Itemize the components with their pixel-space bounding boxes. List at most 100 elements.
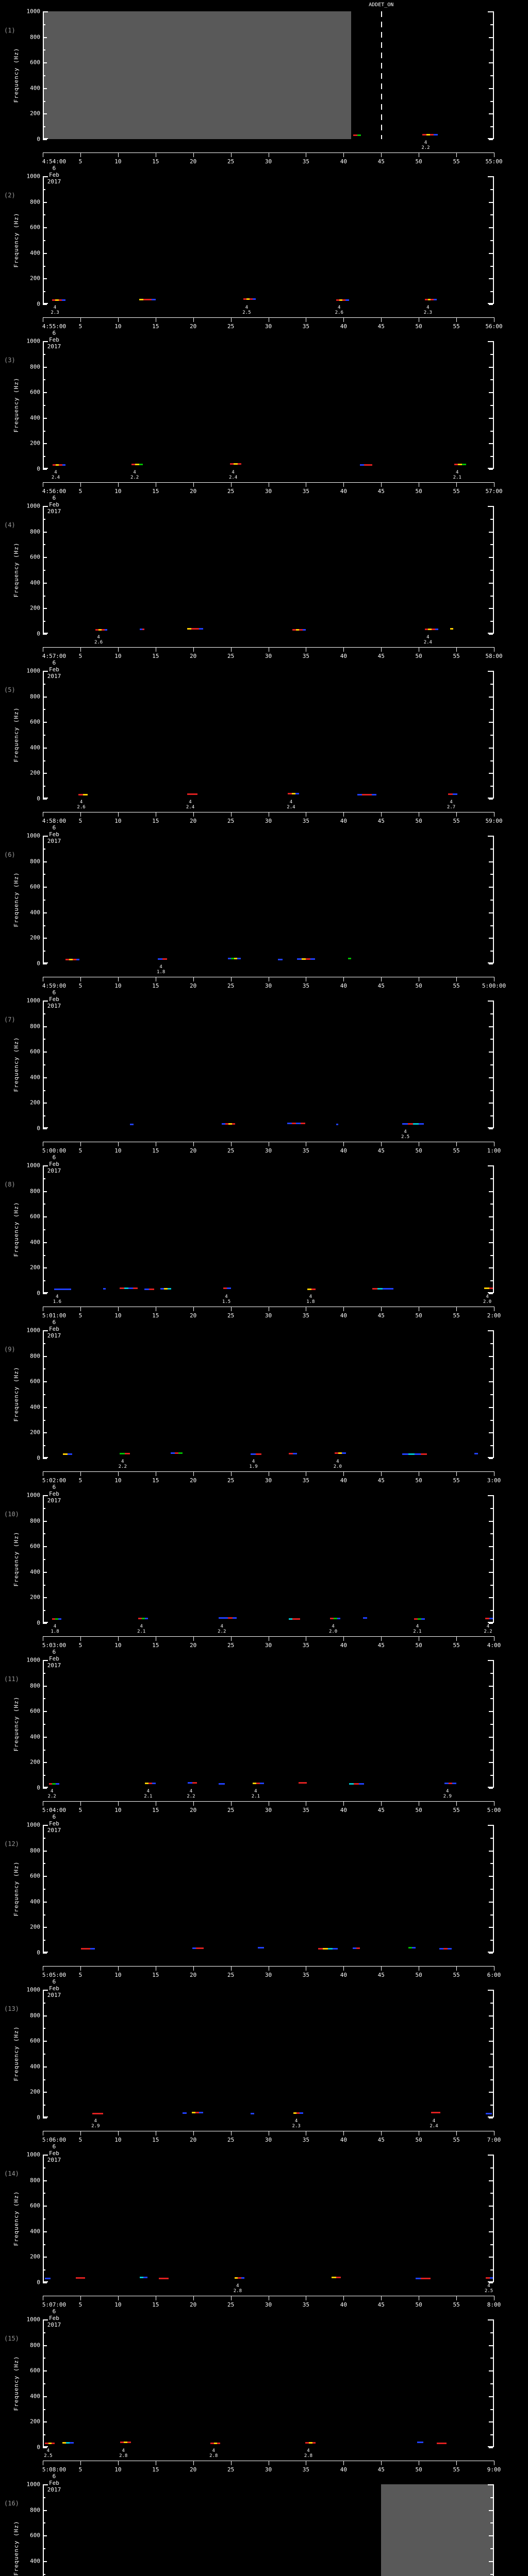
- start-time-label: 5:00:00: [42, 1147, 67, 1154]
- date-day: 6: [52, 659, 56, 666]
- detection-trace: [485, 2113, 492, 2114]
- detection-trace-segment: [484, 1287, 489, 1289]
- y-axis-tick: [490, 353, 493, 355]
- detection-trace-segment: [305, 2442, 309, 2444]
- plot-box: [43, 1825, 494, 1954]
- panel-number: (10): [4, 1511, 19, 1518]
- detection-count: 4: [289, 800, 293, 805]
- detection-trace-segment: [163, 2278, 169, 2279]
- detection-trace-segment: [441, 2443, 447, 2444]
- detection-trace-segment: [431, 2112, 436, 2113]
- y-axis-tick: [489, 2117, 493, 2119]
- y-axis-tick: [489, 113, 493, 115]
- y-axis-tick: [43, 1520, 47, 1522]
- detection-count: 4: [426, 305, 430, 310]
- y-axis-tick: [43, 2092, 47, 2093]
- x-axis-tick-label: 5: [78, 2137, 82, 2143]
- date-day: 6: [52, 1484, 56, 1490]
- y-axis-tick: [490, 1280, 493, 1282]
- detection-trace-segment: [296, 1618, 300, 1620]
- x-axis-tick-label: 20: [190, 2301, 197, 2308]
- detection-trace-segment: [368, 464, 372, 466]
- y-axis-tick: [490, 379, 493, 381]
- detection-trace-segment: [192, 793, 198, 795]
- detection-trace-segment: [139, 464, 143, 465]
- y-axis-tick: [43, 836, 47, 837]
- y-axis-tick: [489, 201, 493, 203]
- y-axis-tick: [489, 1711, 493, 1713]
- y-axis-tick: [43, 786, 45, 787]
- detection-trace: [62, 2442, 74, 2444]
- axis-bracket-cap: [488, 2116, 493, 2117]
- x-axis-tick-label: 55: [453, 1312, 460, 1319]
- y-axis-tick: [489, 2015, 493, 2016]
- detection-count: 4: [225, 1294, 228, 1299]
- y-axis-tick: [489, 836, 493, 837]
- x-axis-tick: [343, 812, 344, 817]
- panel-number: (4): [4, 521, 15, 529]
- detection-score: 2.5: [484, 2289, 493, 2294]
- y-axis-tick: [490, 2332, 493, 2333]
- detection-score: 2.2: [118, 1464, 127, 1469]
- plot-area: [43, 671, 494, 799]
- x-axis-tick-label: 45: [377, 1642, 385, 1649]
- x-axis-tick-label: 40: [340, 818, 347, 824]
- detection-count: 4: [189, 800, 192, 805]
- detection-score: 1.8: [306, 1299, 315, 1304]
- y-axis-tick: [489, 2561, 493, 2562]
- y-axis-tick: [43, 49, 45, 51]
- y-axis-tick-labels: 1000 800 600 400 200 0: [15, 1162, 41, 1297]
- x-axis-tick-label: 40: [340, 1807, 347, 1814]
- x-axis-tick-label: 20: [190, 158, 197, 165]
- y-axis-tick-label: 200: [30, 1099, 40, 1106]
- y-axis-tick-label: 200: [30, 769, 40, 776]
- detection-trace: [330, 1618, 341, 1619]
- x-axis-tick: [343, 1471, 344, 1476]
- y-axis-tick: [490, 1775, 493, 1776]
- x-axis-tick-label: 45: [377, 158, 385, 165]
- detection-trace: [417, 2442, 423, 2443]
- y-axis-tick-label: 200: [30, 110, 40, 117]
- detection-trace-segment: [237, 463, 241, 465]
- x-axis-tick: [118, 812, 119, 817]
- y-axis-tick: [490, 265, 493, 267]
- date-year: 2017: [47, 1827, 61, 1834]
- date-year: 2017: [47, 1167, 61, 1174]
- x-axis-tick: [343, 317, 344, 322]
- detection-score: 2.4: [228, 475, 238, 480]
- detection-count: 4: [133, 470, 136, 475]
- detection-trace-segment: [250, 2113, 254, 2114]
- detection-count: 4: [332, 1624, 335, 1629]
- detection-trace-segment: [234, 463, 238, 465]
- detection-trace-segment: [318, 1948, 323, 1950]
- shaded-time-region: [381, 2484, 494, 2576]
- y-axis-tick: [490, 760, 493, 761]
- plot-box: [43, 1001, 494, 1129]
- detection-trace-segment: [356, 1947, 360, 1949]
- x-axis-tick-label: 10: [114, 488, 122, 495]
- x-axis-end-time-label: 6:00: [487, 1972, 501, 1978]
- x-axis-tick-label: 50: [415, 1807, 422, 1814]
- detection-trace: [119, 1453, 130, 1454]
- x-axis-tick: [80, 1801, 81, 1806]
- x-axis-tick-label: 10: [114, 1147, 122, 1154]
- axis-bracket-cap: [43, 962, 48, 963]
- detection-trace-segment: [296, 1123, 301, 1124]
- y-axis-tick: [43, 2105, 45, 2106]
- y-axis-tick-label: 0: [37, 795, 40, 802]
- detection-trace-segment: [327, 1948, 333, 1950]
- detection-trace-segment: [443, 1948, 448, 1950]
- y-axis-tick-label: 800: [30, 1847, 40, 1854]
- y-axis-tick: [43, 2155, 47, 2156]
- detection-trace-segment: [55, 299, 59, 301]
- detection-label: 4 2.4: [229, 470, 237, 480]
- detection-trace: [372, 1288, 393, 1290]
- x-axis-tick: [230, 812, 232, 817]
- x-axis-tick-label: 30: [265, 1477, 272, 1484]
- detection-trace-segment: [97, 2113, 103, 2114]
- detection-label: 4 1.8: [306, 1294, 315, 1304]
- detection-trace: [422, 134, 438, 135]
- detection-trace-segment: [83, 794, 88, 795]
- detection-trace-segment: [250, 298, 253, 300]
- x-axis-tick-label: 35: [302, 2137, 310, 2143]
